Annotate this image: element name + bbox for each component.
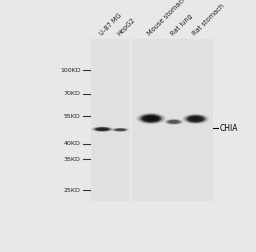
Ellipse shape bbox=[143, 115, 159, 122]
Text: U-87 MG: U-87 MG bbox=[98, 13, 123, 37]
Ellipse shape bbox=[136, 113, 166, 124]
Ellipse shape bbox=[166, 119, 182, 124]
Text: 40KD: 40KD bbox=[64, 141, 81, 146]
Ellipse shape bbox=[141, 114, 162, 123]
Ellipse shape bbox=[93, 127, 112, 132]
Text: HepG2: HepG2 bbox=[116, 17, 136, 37]
Ellipse shape bbox=[117, 129, 123, 131]
Ellipse shape bbox=[184, 114, 207, 123]
Ellipse shape bbox=[96, 128, 109, 131]
Text: 25KD: 25KD bbox=[64, 188, 81, 193]
FancyBboxPatch shape bbox=[91, 39, 130, 201]
Text: Mouse stomach: Mouse stomach bbox=[147, 0, 188, 37]
Text: 100KD: 100KD bbox=[60, 68, 81, 73]
Ellipse shape bbox=[168, 120, 179, 123]
Text: Rat lung: Rat lung bbox=[170, 13, 194, 37]
Text: CHIA: CHIA bbox=[219, 124, 238, 133]
Text: Rat stomach: Rat stomach bbox=[191, 3, 226, 37]
Ellipse shape bbox=[113, 128, 128, 132]
Ellipse shape bbox=[167, 120, 181, 124]
Text: 70KD: 70KD bbox=[64, 91, 81, 96]
Ellipse shape bbox=[94, 127, 110, 131]
Ellipse shape bbox=[183, 114, 209, 124]
Text: 35KD: 35KD bbox=[64, 157, 81, 162]
Ellipse shape bbox=[146, 116, 156, 120]
Ellipse shape bbox=[188, 116, 203, 122]
Ellipse shape bbox=[99, 128, 106, 130]
Ellipse shape bbox=[170, 121, 177, 123]
Text: 55KD: 55KD bbox=[64, 113, 81, 118]
Ellipse shape bbox=[114, 128, 127, 131]
Ellipse shape bbox=[115, 129, 125, 131]
Ellipse shape bbox=[111, 128, 129, 132]
Ellipse shape bbox=[91, 127, 114, 132]
FancyBboxPatch shape bbox=[132, 39, 212, 201]
Ellipse shape bbox=[186, 115, 205, 123]
Ellipse shape bbox=[164, 119, 184, 125]
Ellipse shape bbox=[191, 117, 200, 121]
Ellipse shape bbox=[138, 114, 164, 123]
